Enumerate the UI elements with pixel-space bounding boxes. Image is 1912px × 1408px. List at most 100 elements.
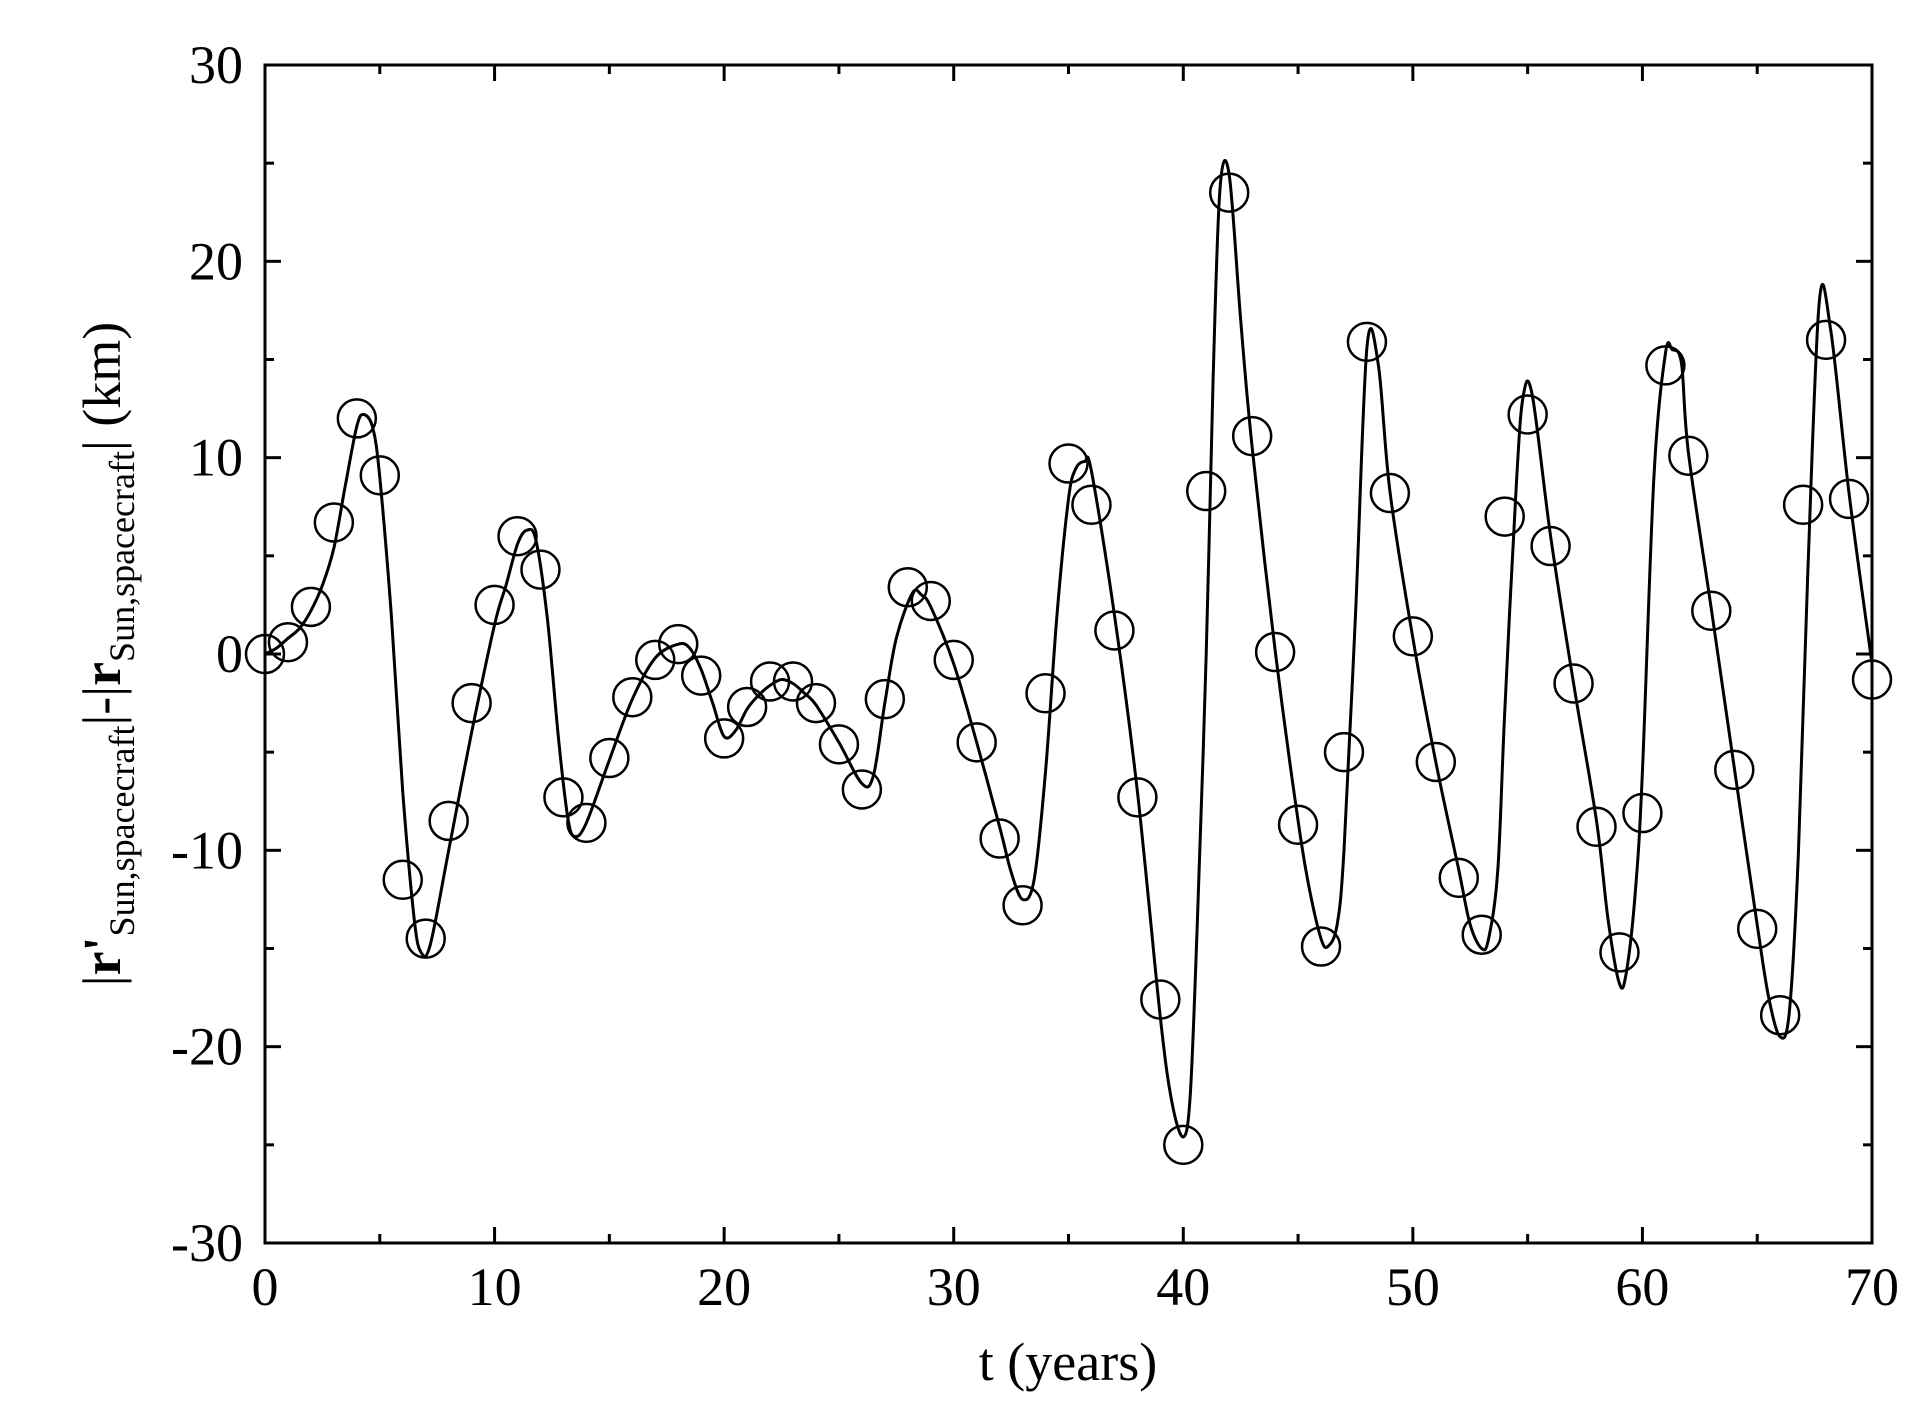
data-point-marker xyxy=(910,580,952,622)
data-point-marker xyxy=(1185,470,1227,512)
data-point-marker xyxy=(313,502,355,543)
y-axis-title: |r'Sun,spacecraft|-|rSun,spacecraft| (km… xyxy=(72,322,142,986)
data-point-marker xyxy=(1759,995,1801,1036)
data-point-marker xyxy=(1392,616,1434,657)
y-tick-label: 0 xyxy=(216,624,243,684)
x-tick-label: 60 xyxy=(1615,1257,1669,1317)
data-point-marker xyxy=(1461,914,1502,956)
data-point-marker xyxy=(1071,484,1112,526)
data-point-marker xyxy=(612,676,653,718)
data-point-marker xyxy=(1300,926,1342,967)
x-tick-label: 40 xyxy=(1156,1257,1210,1317)
plot-frame xyxy=(263,63,1874,1245)
x-axis-title: t (years) xyxy=(979,1332,1157,1392)
data-point-marker xyxy=(405,918,446,959)
data-point-marker xyxy=(635,639,676,681)
data-point-marker xyxy=(290,586,332,628)
data-point-marker xyxy=(956,722,997,763)
data-point-marker xyxy=(1002,885,1043,926)
y-title-r-prime: r' xyxy=(72,936,132,975)
data-point-marker xyxy=(589,737,630,779)
x-tick-labels: 0 10 20 30 40 50 60 70 xyxy=(252,1257,1900,1317)
x-tick-label: 0 xyxy=(252,1257,279,1317)
data-point-marker xyxy=(1668,435,1709,476)
data-point-marker xyxy=(1094,610,1135,651)
plot-area: 0 10 20 30 40 50 60 70 -30 -20 -10 0 10 20 30 xyxy=(171,35,1899,1317)
data-point-marker xyxy=(1415,741,1457,783)
data-point-marker xyxy=(1553,663,1594,704)
data-point-marker xyxy=(841,769,883,810)
y-title-bar-right: | xyxy=(72,440,132,451)
data-point-marker xyxy=(1828,478,1870,520)
data-point-marker xyxy=(1782,484,1824,526)
data-point-marker xyxy=(244,633,286,675)
y-title-separator: |-| xyxy=(72,686,132,726)
y-tick-label: -10 xyxy=(171,820,243,880)
data-point-marker xyxy=(1805,319,1847,361)
data-point-marker xyxy=(1645,345,1686,386)
y-tick-label: -20 xyxy=(171,1017,243,1077)
y-title-unit: (km) xyxy=(72,322,132,440)
y-title-r: r xyxy=(72,662,132,686)
series-curve xyxy=(264,159,1874,1139)
data-point-marker xyxy=(1140,979,1181,1020)
data-point-marker xyxy=(1231,415,1273,457)
data-point-marker xyxy=(474,584,515,626)
data-point-marker xyxy=(1254,631,1296,673)
x-tick-label: 20 xyxy=(697,1257,751,1317)
data-point-marker xyxy=(267,621,309,663)
data-point-marker xyxy=(1323,731,1365,773)
x-tick-label: 10 xyxy=(468,1257,522,1317)
data-point-marker xyxy=(543,777,584,818)
data-point-marker xyxy=(680,655,722,696)
data-point-marker xyxy=(336,398,378,439)
data-point-marker xyxy=(887,566,929,608)
data-point-marker xyxy=(1714,749,1755,791)
data-point-marker xyxy=(979,818,1020,859)
data-point-marker xyxy=(1346,321,1388,363)
data-point-marker xyxy=(1622,792,1663,834)
data-point-marker xyxy=(1576,806,1617,848)
x-tick-label: 30 xyxy=(927,1257,981,1317)
data-point-marker xyxy=(1163,1124,1204,1166)
data-point-marker xyxy=(772,661,814,702)
data-point-marker xyxy=(382,859,423,901)
data-point-marker xyxy=(428,800,469,842)
data-point-marker xyxy=(1484,496,1525,537)
data-point-marker xyxy=(1691,590,1732,632)
data-point-marker xyxy=(520,549,561,590)
data-point-marker xyxy=(1277,804,1319,846)
data-point-marker xyxy=(1048,443,1089,484)
data-point-marker xyxy=(864,678,906,720)
data-point-marker xyxy=(1117,777,1158,818)
data-point-marker xyxy=(657,623,699,665)
data-point-marker xyxy=(1025,673,1066,714)
data-point-marker xyxy=(1438,857,1480,899)
data-point-marker xyxy=(1530,525,1571,567)
data-point-marker xyxy=(1208,172,1250,213)
y-tick-labels: -30 -20 -10 0 10 20 30 xyxy=(171,35,243,1273)
y-tick-label: 10 xyxy=(189,428,243,488)
data-point-marker xyxy=(818,724,860,765)
data-point-marker xyxy=(359,455,401,496)
y-tick-label: 20 xyxy=(189,231,243,291)
y-title-bar-left: | xyxy=(72,975,132,986)
series-line xyxy=(264,159,1874,1139)
data-point-marker xyxy=(933,639,974,681)
data-point-marker xyxy=(497,515,538,557)
x-tick-label: 50 xyxy=(1386,1257,1440,1317)
y-title-subscript-2: Sun,spacecraft xyxy=(102,451,142,662)
data-point-marker xyxy=(749,661,791,702)
data-point-marker xyxy=(1599,932,1640,973)
x-tick-label: 70 xyxy=(1845,1257,1899,1317)
data-point-marker xyxy=(1369,472,1411,514)
data-point-marker xyxy=(1507,394,1548,435)
data-point-marker xyxy=(566,802,607,844)
data-point-marker xyxy=(795,682,837,724)
data-point-marker xyxy=(726,686,768,728)
y-title-subscript-1: Sun,spacecraft xyxy=(102,726,142,937)
axis-ticks xyxy=(263,63,1874,1245)
data-point-marker xyxy=(1736,908,1778,950)
data-point-marker xyxy=(703,718,745,759)
